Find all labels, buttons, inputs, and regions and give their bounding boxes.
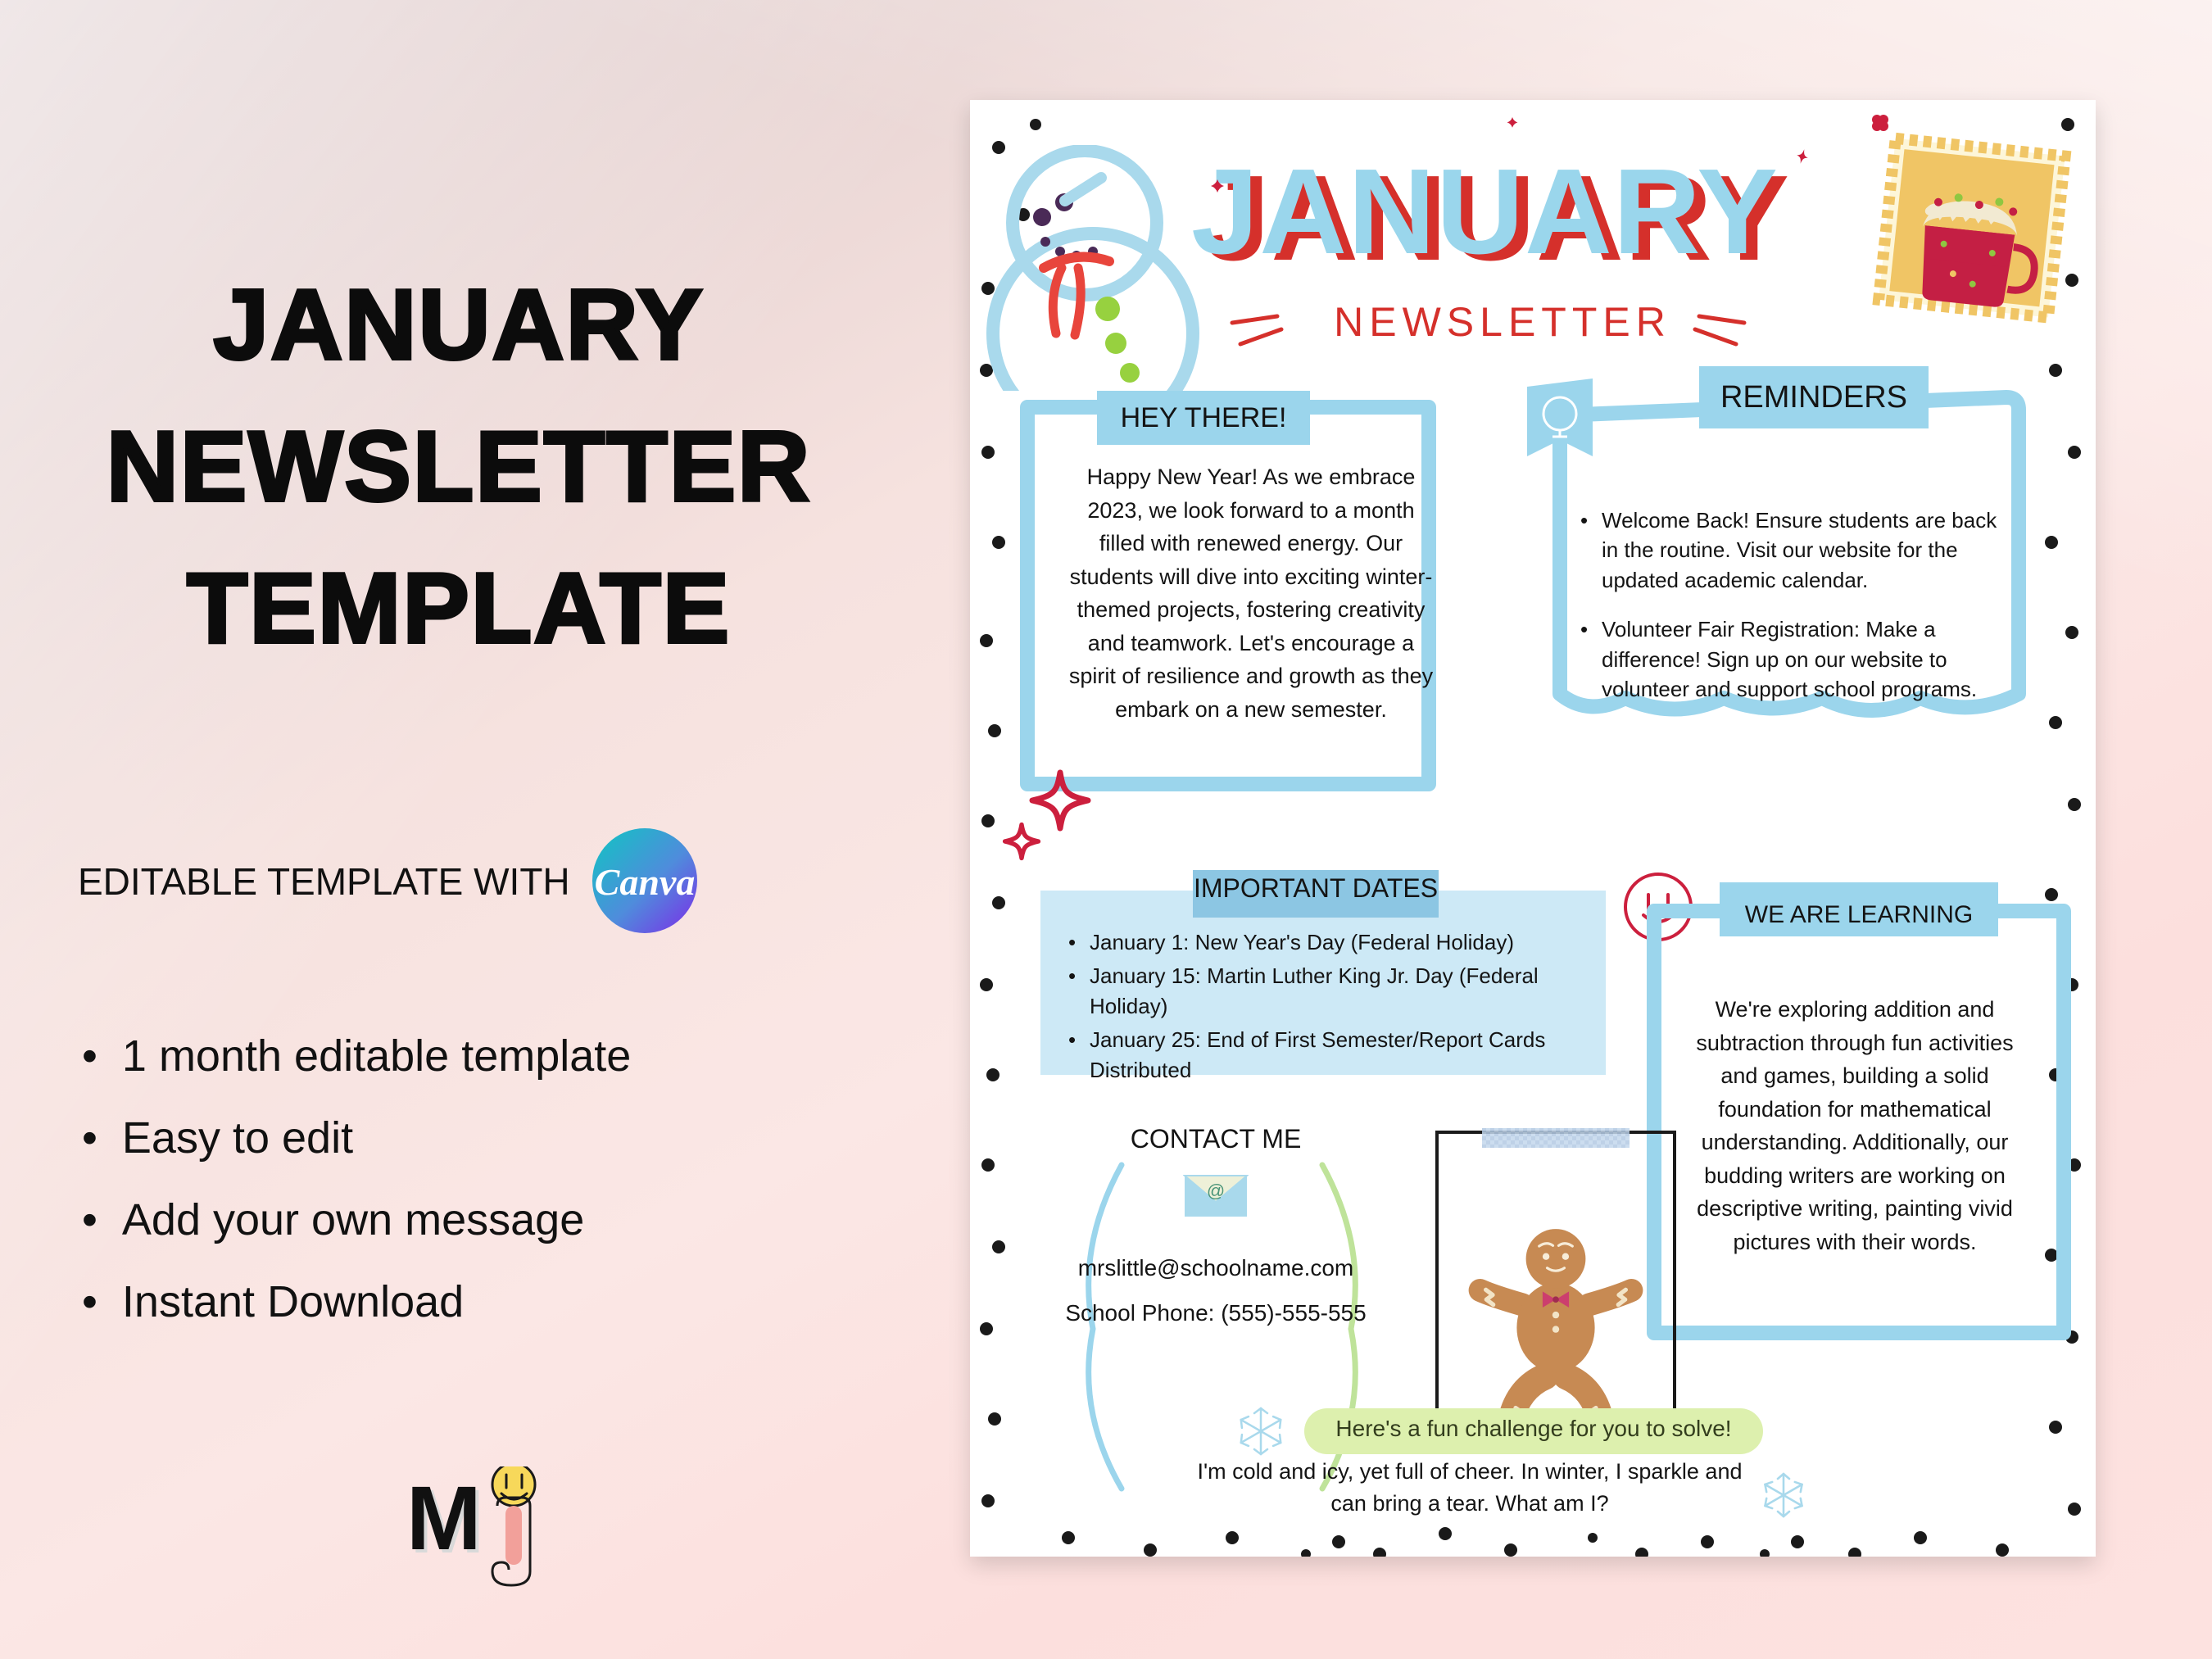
svg-text:Canva: Canva xyxy=(595,861,696,903)
svg-text:JANUARY: JANUARY xyxy=(1191,144,1779,279)
svg-text:M: M xyxy=(410,1468,482,1569)
svg-text:@: @ xyxy=(1207,1181,1225,1201)
svg-text:HEY THERE!: HEY THERE! xyxy=(1121,402,1287,433)
svg-text:REMINDERS: REMINDERS xyxy=(1720,380,1907,415)
